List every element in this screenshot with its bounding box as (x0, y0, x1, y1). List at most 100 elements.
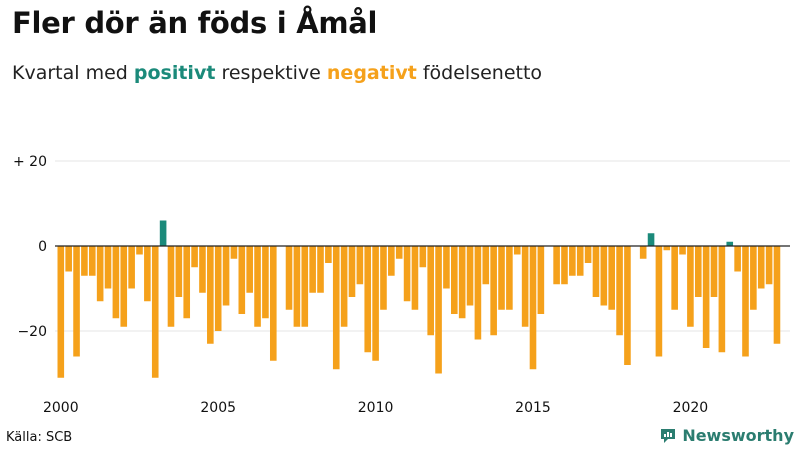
negative-bar (521, 246, 529, 327)
negative-bar (765, 246, 773, 285)
negative-bar (332, 246, 340, 370)
negative-bar (238, 246, 246, 314)
negative-bar (112, 246, 120, 319)
negative-bar (506, 246, 513, 310)
negative-bar (624, 246, 631, 365)
negative-bar (364, 246, 372, 353)
negative-bar (592, 246, 600, 297)
negative-bar (262, 246, 269, 319)
negative-bar (757, 246, 765, 289)
negative-bar (482, 246, 490, 285)
negative-bar (144, 246, 151, 302)
negative-bar (498, 246, 505, 310)
negative-bar (443, 246, 450, 289)
negative-bar (380, 246, 387, 310)
negative-bar (175, 246, 183, 297)
brand-name: Newsworthy (682, 426, 794, 445)
negative-bar (325, 246, 332, 263)
negative-bar (246, 246, 253, 293)
negative-bar (561, 246, 568, 285)
negative-bar (702, 246, 710, 348)
negative-bar (57, 246, 65, 378)
subtitle-positive-word: positivt (133, 62, 216, 84)
subtitle-prefix: Kvartal med (12, 62, 134, 84)
negative-bar (301, 246, 309, 327)
negative-bar (136, 246, 143, 255)
negative-bar (663, 246, 671, 251)
negative-bar (269, 246, 277, 361)
negative-bar (183, 246, 191, 319)
negative-bar (694, 246, 702, 297)
chart-subtitle: Kvartal med positivt respektive negativt… (12, 62, 542, 84)
negative-bar (655, 246, 663, 357)
negative-bar (419, 246, 427, 268)
negative-bar (104, 246, 112, 289)
negative-bar (569, 246, 576, 276)
subtitle-negative-word: negativt (326, 62, 417, 84)
negative-bar (285, 246, 293, 310)
negative-bar (73, 246, 80, 357)
negative-bar (317, 246, 324, 293)
negative-bar (474, 246, 482, 340)
negative-bar (309, 246, 316, 293)
negative-bar (616, 246, 623, 336)
negative-bar (65, 246, 72, 272)
negative-bar (222, 246, 230, 306)
negative-bar (96, 246, 104, 302)
negative-bar (427, 246, 434, 336)
negative-bar (608, 246, 615, 310)
negative-bar (128, 246, 135, 289)
x-tick-label: 2020 (673, 400, 709, 416)
negative-bar (151, 246, 159, 378)
negative-bar (88, 246, 96, 276)
y-tick-label: 0 (38, 239, 47, 255)
positive-bar (726, 241, 734, 246)
negative-bar (207, 246, 214, 344)
negative-bar (537, 246, 545, 314)
negative-bar (451, 246, 458, 314)
negative-bar (679, 246, 686, 255)
negative-bar (214, 246, 222, 331)
negative-bar (435, 246, 442, 374)
negative-bar (734, 246, 741, 272)
negative-bar (191, 246, 198, 268)
negative-bar (529, 246, 537, 370)
source-label: Källa: SCB (6, 430, 73, 445)
negative-bar (773, 246, 781, 344)
x-tick-label: 2000 (43, 400, 79, 416)
negative-bar (600, 246, 608, 306)
negative-bar (458, 246, 466, 319)
negative-bar (388, 246, 395, 276)
negative-bar (230, 246, 238, 259)
negative-bar (293, 246, 301, 327)
negative-bar (372, 246, 379, 361)
x-tick-label: 2005 (200, 400, 236, 416)
negative-bar (356, 246, 364, 285)
negative-bar (750, 246, 757, 310)
negative-bar (710, 246, 718, 297)
negative-bar (254, 246, 261, 327)
negative-bar (411, 246, 419, 310)
negative-bar (513, 246, 521, 255)
negative-bar (584, 246, 592, 263)
subtitle-suffix: födelsenetto (416, 62, 543, 84)
y-tick-label: + 20 (13, 154, 47, 170)
negative-bar (167, 246, 175, 327)
negative-bar (403, 246, 411, 302)
positive-bar (647, 233, 655, 246)
chart-title: Fler dör än föds i Åmål (12, 6, 378, 40)
x-tick-label: 2010 (358, 400, 394, 416)
negative-bar (81, 246, 88, 276)
negative-bar (340, 246, 348, 327)
negative-bar (718, 246, 726, 353)
negative-bar (687, 246, 694, 327)
negative-bar (553, 246, 560, 285)
negative-bar (671, 246, 678, 310)
negative-bar (348, 246, 356, 297)
newsworthy-logo-icon (661, 428, 676, 443)
negative-bar (199, 246, 206, 293)
negative-bar (120, 246, 128, 327)
negative-bar (466, 246, 474, 306)
positive-bar (159, 220, 167, 246)
